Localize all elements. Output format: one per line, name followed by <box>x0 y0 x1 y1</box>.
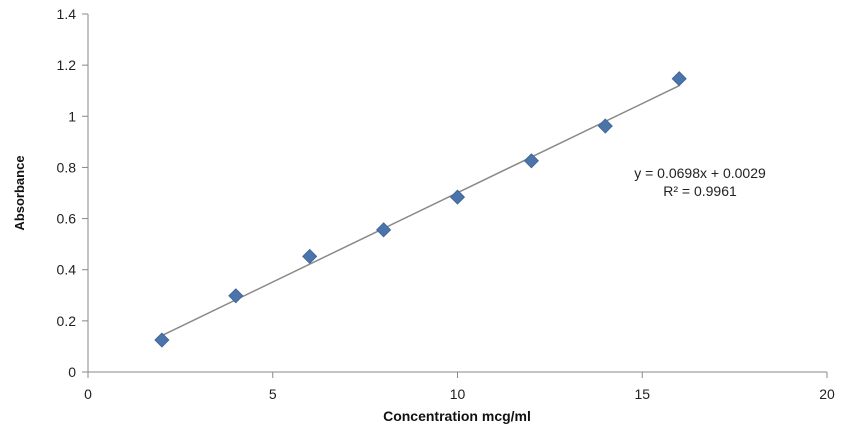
trendline-group <box>161 85 680 337</box>
y-tick-label: 0 <box>68 364 76 380</box>
x-tick-label: 15 <box>634 386 650 402</box>
data-points <box>154 71 687 348</box>
data-point <box>376 222 392 238</box>
y-tick-label: 0.6 <box>57 211 77 227</box>
data-point <box>302 248 318 264</box>
data-point <box>523 153 539 169</box>
data-point <box>597 118 613 134</box>
x-tick-label: 5 <box>269 386 277 402</box>
trendline-equation: y = 0.0698x + 0.0029 <box>634 165 766 181</box>
y-axis-title: Absorbance <box>12 155 27 230</box>
y-tick-label: 1.4 <box>57 6 77 22</box>
data-point <box>449 189 466 205</box>
x-tick-label: 10 <box>450 386 466 402</box>
data-point <box>228 288 244 304</box>
y-tick-label: 1 <box>68 108 76 124</box>
x-axis-title: Concentration mcg/ml <box>383 408 531 424</box>
data-point <box>154 332 170 348</box>
y-tick-label: 0.8 <box>57 159 77 175</box>
x-tick-label: 0 <box>84 386 92 402</box>
r-squared-label: R² = 0.9961 <box>663 183 737 199</box>
y-tick-label: 1.2 <box>57 57 77 73</box>
y-ticks: 0 0.2 0.4 0.6 0.8 1 1.2 1.4 <box>57 6 88 380</box>
x-ticks: 0 5 10 15 20 <box>84 372 835 402</box>
trendline <box>161 85 680 337</box>
y-tick-label: 0.4 <box>57 262 77 278</box>
data-point <box>671 71 687 87</box>
y-tick-label: 0.2 <box>57 313 77 329</box>
x-tick-label: 20 <box>819 386 835 402</box>
